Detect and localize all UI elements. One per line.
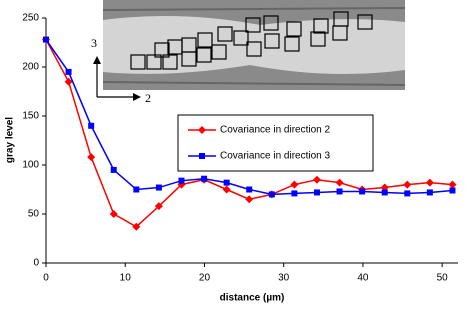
marker (43, 36, 49, 43)
legend (177, 114, 374, 172)
marker (426, 189, 433, 196)
x-tick-label: 50 (437, 273, 449, 284)
marker (290, 180, 299, 189)
marker (178, 177, 185, 184)
marker (223, 179, 230, 186)
x-axis-title: distance (µm) (220, 293, 285, 304)
y-tick-label: 100 (22, 160, 39, 171)
marker (65, 68, 72, 75)
annotation: 3 (91, 36, 97, 50)
marker (313, 189, 320, 196)
marker (110, 166, 117, 173)
marker (109, 210, 118, 218)
x-tick-label: 10 (120, 273, 132, 284)
y-tick-label: 250 (22, 13, 39, 24)
legend-label: Covariance in direction 2 (220, 125, 330, 136)
direction-arrows (93, 56, 141, 101)
y-axis-title: gray level (5, 117, 16, 163)
marker (291, 190, 298, 197)
marker (88, 122, 95, 129)
marker (133, 186, 140, 193)
marker (268, 191, 275, 198)
x-tick-label: 20 (199, 273, 211, 284)
marker (198, 126, 206, 134)
x-tick-label: 30 (278, 273, 290, 284)
marker (404, 190, 411, 197)
y-tick-label: 150 (22, 111, 39, 122)
marker (425, 178, 434, 187)
marker (312, 175, 321, 184)
marker (222, 185, 231, 194)
marker (403, 180, 412, 189)
marker (448, 180, 457, 189)
marker (154, 202, 163, 211)
marker (335, 178, 344, 187)
marker (64, 77, 73, 86)
marker (246, 186, 253, 193)
micrograph-inset (102, 0, 406, 90)
annotation: 2 (145, 91, 151, 105)
marker (155, 184, 162, 191)
marker (87, 153, 96, 162)
x-tick-label: 40 (357, 273, 369, 284)
y-tick-label: 50 (28, 209, 40, 220)
marker (359, 188, 366, 195)
marker (245, 195, 254, 204)
x-tick-label: 0 (43, 273, 49, 284)
marker (199, 153, 205, 159)
y-tick-label: 0 (33, 258, 39, 269)
marker (336, 188, 343, 195)
y-tick-label: 200 (22, 62, 39, 73)
marker (201, 175, 208, 182)
marker (132, 222, 141, 231)
marker (449, 187, 456, 194)
legend-label: Covariance in direction 3 (220, 151, 330, 162)
marker (381, 189, 388, 196)
